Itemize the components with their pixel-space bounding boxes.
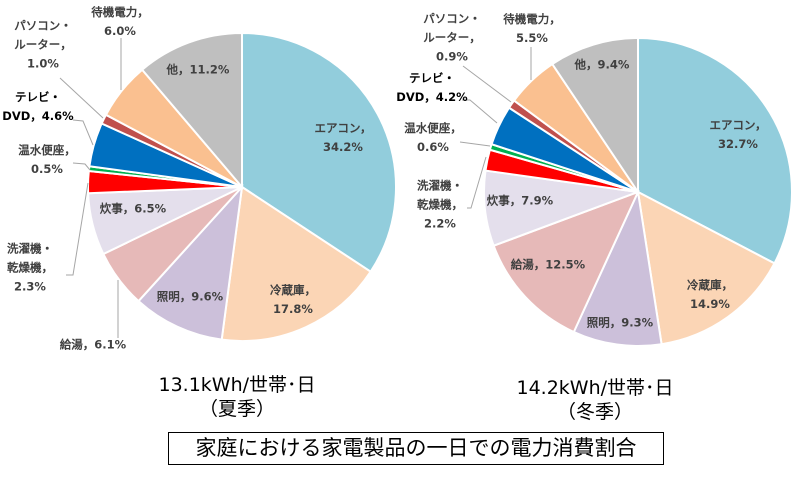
data-label: エアコン， 32.7%	[709, 118, 767, 151]
winter-caption-season: （冬季）	[556, 401, 634, 423]
data-label: 炊事，7.9%	[486, 193, 554, 208]
leader-line	[462, 99, 498, 124]
chart-title: 家庭における家電製品の一日での電力消費割合	[168, 432, 664, 465]
pie-winter-slice-2	[572, 188, 663, 347]
data-label: 洗濯機・ 乾燥機， 2.2%	[417, 178, 463, 231]
data-label: テレビ・ DVD，4.2%	[396, 71, 468, 104]
data-label: パソコン・ ルーター， 0.9%	[423, 11, 481, 64]
leader-line	[66, 182, 89, 276]
data-label: 洗濯機・ 乾燥機， 2.3%	[7, 241, 53, 294]
data-label: 冷蔵庫， 17.8%	[270, 283, 316, 316]
leader-line	[459, 141, 491, 147]
data-label: 冷蔵庫， 14.9%	[687, 278, 733, 311]
leader-line	[72, 162, 91, 171]
data-label: 温水便座， 0.6%	[404, 121, 462, 154]
winter-caption-value: 14.2kWh/世帯･日	[516, 377, 674, 399]
pie-winter-slice-3	[492, 190, 640, 334]
pie-summer-slice-1	[220, 185, 373, 342]
data-label: 他，11.2%	[166, 62, 230, 77]
leader-line	[462, 65, 512, 103]
pie-summer-slice-10	[140, 31, 243, 190]
data-label: テレビ・ DVD，4.6%	[2, 90, 74, 123]
data-label: 給湯，12.5%	[510, 257, 586, 272]
data-label: 待機電力， 6.0%	[91, 5, 149, 38]
data-label: 給湯，6.1%	[59, 337, 127, 352]
pie-summer-slice-2	[137, 183, 244, 341]
data-label: 温水便座， 0.5%	[18, 143, 76, 176]
data-label: 他，9.4%	[574, 57, 630, 72]
leader-line	[72, 119, 94, 146]
leader-line	[59, 77, 104, 119]
data-label: 炊事，6.5%	[99, 201, 167, 216]
data-label: 照明，9.3%	[586, 315, 654, 330]
pie-winter-slice-10	[550, 36, 639, 196]
data-label: エアコン， 34.2%	[314, 121, 372, 154]
data-label: パソコン・ ルーター， 1.0%	[14, 18, 72, 71]
data-label: 照明，9.6%	[156, 289, 224, 304]
pie-winter-slice-1	[636, 190, 776, 346]
data-label: 待機電力， 5.5%	[503, 12, 561, 45]
pie-winter-slice-0	[637, 36, 793, 265]
leader-line	[467, 156, 487, 209]
summer-caption-season: （夏季）	[198, 398, 276, 420]
summer-caption-value: 13.1kWh/世帯･日	[158, 374, 316, 396]
